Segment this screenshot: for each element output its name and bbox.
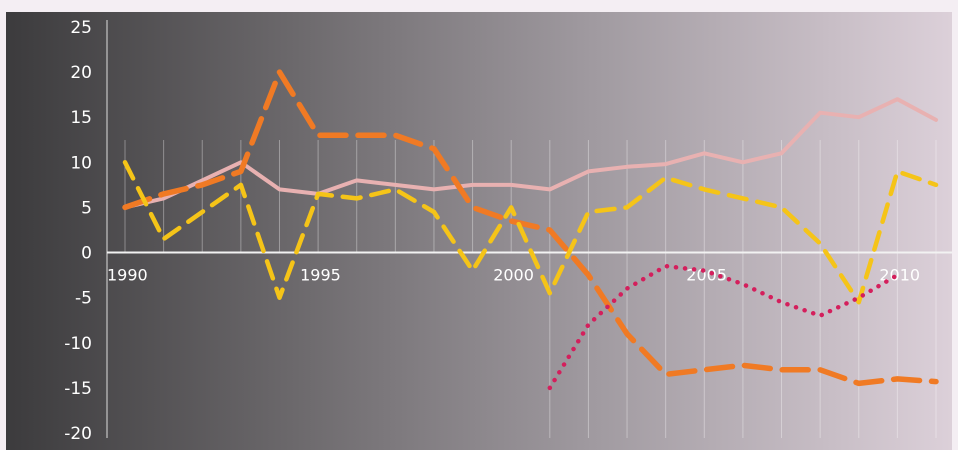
y-tick-label: -5: [75, 289, 92, 309]
y-tick-label: 20: [70, 63, 92, 83]
series-line-2: [122, 69, 939, 387]
y-tick-label: -15: [64, 379, 92, 399]
x-tick-label: 2005: [686, 266, 727, 285]
x-axis-ticks: 1990 1995 2000 2005 2010: [107, 266, 920, 285]
series-lines: [122, 69, 939, 391]
y-tick-label: 25: [70, 18, 92, 38]
series-line-1: [123, 97, 938, 210]
y-axis-ticks: 25 20 15 10 5 0 -5 -10 -15 -20: [64, 18, 92, 444]
x-tick-label: 2000: [493, 266, 534, 285]
series-line-4: [547, 263, 900, 391]
series-line-3: [122, 160, 939, 305]
plot-background: [6, 12, 952, 450]
y-tick-label: 15: [70, 108, 92, 128]
y-tick-label: 5: [81, 198, 92, 218]
y-tick-label: 10: [70, 153, 92, 173]
y-tick-label: -20: [64, 424, 92, 444]
x-tick-label: 1995: [300, 266, 341, 285]
x-tick-label: 2010: [879, 266, 920, 285]
y-tick-label: -10: [64, 334, 92, 354]
y-tick-label: 0: [81, 244, 92, 264]
x-tick-label: 1990: [107, 266, 148, 285]
